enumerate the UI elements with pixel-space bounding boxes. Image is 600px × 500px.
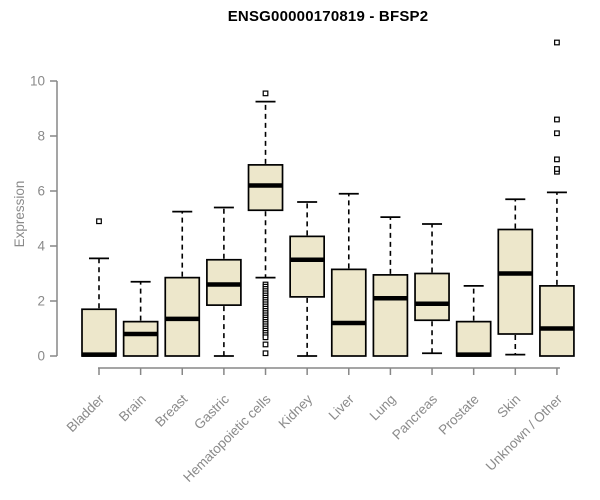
median-line xyxy=(165,316,200,322)
box-hematopoietic-cells xyxy=(247,90,284,357)
box-rect xyxy=(414,272,450,322)
x-tick-label-pancreas: Pancreas xyxy=(389,391,440,442)
y-tick-label: 2 xyxy=(37,294,45,309)
y-tick-label: 6 xyxy=(37,184,45,199)
x-tick-label-lung: Lung xyxy=(367,392,399,424)
box-rect xyxy=(122,320,159,357)
median-line xyxy=(331,320,366,326)
box-skin xyxy=(497,198,534,356)
box-gastric xyxy=(206,206,242,357)
median-line xyxy=(539,326,574,331)
box-pancreas xyxy=(414,223,450,355)
median-line xyxy=(290,257,325,262)
box-liver xyxy=(330,192,367,357)
y-axis: 0 2 4 6 8 10 Expression xyxy=(12,74,58,364)
outlier-point xyxy=(554,166,560,172)
x-tick-label-bladder: Bladder xyxy=(64,391,108,435)
box-lung xyxy=(372,216,409,357)
box-unknown-other xyxy=(539,39,575,357)
y-tick-label: 4 xyxy=(37,239,45,254)
outlier-point xyxy=(262,350,269,357)
median-line xyxy=(415,301,450,306)
median-line xyxy=(498,271,533,276)
chart-title: ENSG00000170819 - BFSP2 xyxy=(227,8,429,25)
box-bladder xyxy=(81,218,117,357)
outlier-point xyxy=(96,218,102,225)
y-tick-label: 8 xyxy=(37,129,45,144)
x-tick-label-liver: Liver xyxy=(326,391,358,423)
x-tick-label-breast: Breast xyxy=(152,391,190,429)
x-tick-label-kidney: Kidney xyxy=(275,391,315,431)
box-rect xyxy=(289,235,325,298)
outlier-point xyxy=(554,116,560,123)
outlier-point xyxy=(262,341,269,348)
box-rect xyxy=(497,228,534,335)
median-line xyxy=(456,352,491,357)
x-tick-label-gastric: Gastric xyxy=(191,391,232,432)
median-line xyxy=(248,183,283,188)
y-axis-title: Expression xyxy=(12,181,27,248)
outlier-point xyxy=(554,156,560,163)
median-line xyxy=(82,352,116,357)
outlier-point xyxy=(554,39,560,46)
box-rect xyxy=(539,285,575,357)
outlier-point xyxy=(262,90,269,97)
box-kidney xyxy=(289,201,325,357)
median-line xyxy=(206,282,241,287)
box-rect xyxy=(330,268,367,357)
x-tick-label-skin: Skin xyxy=(494,392,523,421)
outlier-point xyxy=(554,130,560,137)
box-brain xyxy=(122,280,159,357)
median-line xyxy=(123,331,158,337)
box-rect xyxy=(372,274,409,357)
box-rect xyxy=(455,320,492,357)
outlier-point xyxy=(262,334,269,341)
y-tick-label: 0 xyxy=(37,349,45,364)
box-prostate xyxy=(455,284,492,357)
y-tick-label: 10 xyxy=(30,74,45,89)
x-tick-label-prostate: Prostate xyxy=(436,392,482,438)
median-line xyxy=(373,296,408,301)
x-tick-label-unknown-other: Unknown / Other xyxy=(483,391,566,474)
box-rect xyxy=(81,308,117,357)
box-breast xyxy=(164,210,201,357)
x-tick-label-brain: Brain xyxy=(116,392,149,425)
